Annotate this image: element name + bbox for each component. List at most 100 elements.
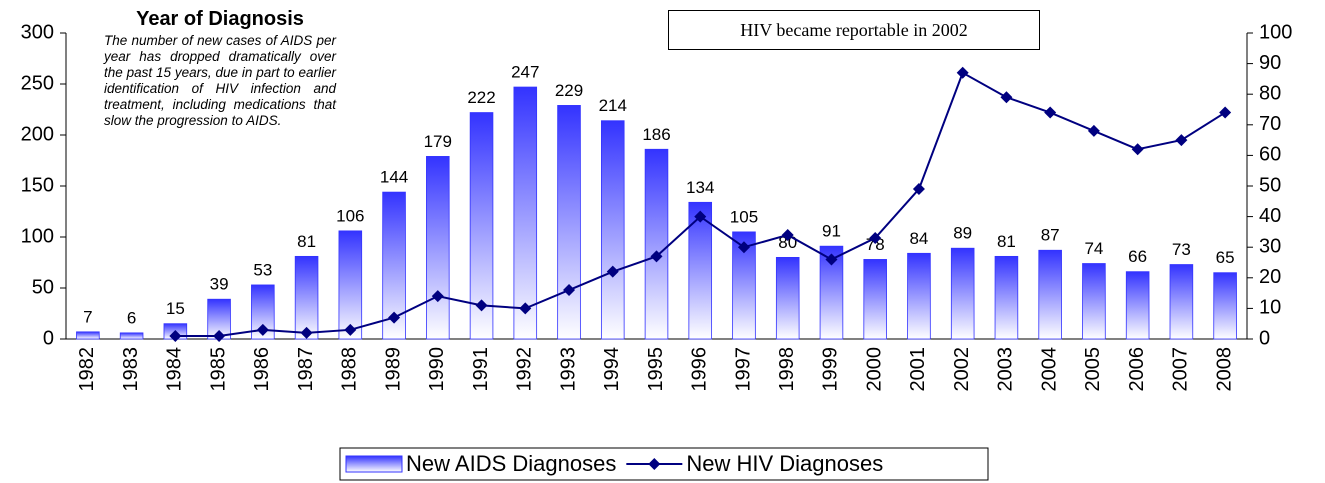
- marker: [388, 311, 401, 324]
- y2-tick-label: 50: [1259, 174, 1281, 196]
- x-tick-label: 1992: [514, 347, 536, 392]
- data-label: 87: [1041, 226, 1060, 245]
- data-label: 89: [953, 224, 972, 243]
- data-label: 81: [997, 232, 1016, 251]
- bar: [513, 86, 538, 340]
- marker: [956, 66, 969, 79]
- bar: [119, 332, 144, 340]
- data-label: 144: [380, 168, 408, 187]
- marker: [1087, 124, 1100, 137]
- y2-tick-label: 90: [1259, 52, 1281, 74]
- data-label: 229: [555, 81, 583, 100]
- bar: [950, 247, 975, 340]
- bar: [994, 255, 1019, 340]
- marker: [781, 228, 794, 241]
- y-tick-label: 100: [21, 225, 54, 247]
- data-label: 15: [166, 299, 185, 318]
- y2-tick-label: 30: [1259, 235, 1281, 257]
- data-label: 179: [424, 132, 452, 151]
- data-label: 84: [909, 229, 928, 248]
- data-label: 105: [730, 207, 758, 226]
- bar: [644, 148, 669, 340]
- y-tick-label: 150: [21, 174, 54, 196]
- marker: [1044, 106, 1057, 119]
- data-label: 134: [686, 178, 714, 197]
- y-tick-label: 50: [32, 276, 54, 298]
- x-tick-label: 1986: [251, 347, 273, 392]
- bar: [557, 105, 581, 340]
- x-tick-label: 2006: [1126, 347, 1148, 392]
- marker: [256, 323, 269, 336]
- bar: [251, 284, 275, 340]
- x-tick-label: 2002: [951, 347, 973, 392]
- x-tick-label: 2005: [1082, 347, 1104, 392]
- marker: [344, 323, 357, 336]
- data-label: 247: [511, 63, 539, 82]
- chart-subtitle: The number of new cases of AIDS per year…: [104, 33, 336, 128]
- y2-tick-label: 10: [1259, 297, 1281, 319]
- x-tick-label: 1993: [557, 347, 579, 392]
- data-label: 39: [210, 275, 229, 294]
- bar: [382, 191, 406, 340]
- bar: [338, 230, 363, 340]
- data-label: 53: [253, 260, 272, 279]
- x-tick-label: 1984: [164, 347, 186, 392]
- x-tick-label: 1996: [689, 347, 711, 392]
- marker: [694, 210, 707, 223]
- marker: [300, 326, 313, 339]
- bar: [863, 259, 887, 340]
- x-tick-label: 2007: [1170, 347, 1192, 392]
- x-tick-label: 1988: [339, 347, 361, 392]
- x-tick-label: 2004: [1038, 347, 1060, 392]
- bar: [76, 331, 100, 340]
- x-tick-label: 1994: [601, 347, 623, 392]
- legend-swatch: [648, 458, 661, 470]
- bar: [600, 120, 625, 340]
- bar: [1082, 263, 1106, 340]
- data-label: 91: [822, 222, 841, 241]
- x-tick-label: 1997: [732, 347, 754, 392]
- bar: [688, 201, 713, 340]
- x-tick-label: 2000: [863, 347, 885, 392]
- marker: [1175, 134, 1188, 147]
- bar: [1038, 249, 1062, 340]
- y2-tick-label: 70: [1259, 113, 1281, 135]
- marker: [519, 302, 532, 315]
- marker: [475, 299, 488, 312]
- marker: [606, 265, 619, 278]
- data-label: 214: [599, 96, 627, 115]
- bar: [775, 256, 800, 340]
- data-label: 74: [1084, 239, 1103, 258]
- marker: [650, 250, 663, 263]
- marker: [213, 329, 226, 342]
- bar: [426, 156, 450, 340]
- marker: [912, 183, 925, 196]
- legend-label: New AIDS Diagnoses: [406, 451, 616, 476]
- marker: [169, 329, 182, 342]
- x-tick-label: 2001: [907, 347, 929, 392]
- data-label: 65: [1216, 248, 1235, 267]
- marker: [1219, 106, 1232, 119]
- x-tick-label: 2003: [995, 347, 1017, 392]
- bar: [819, 245, 844, 340]
- x-tick-label: 1987: [295, 347, 317, 392]
- marker: [563, 284, 576, 297]
- x-tick-label: 1989: [382, 347, 404, 392]
- data-label: 106: [336, 206, 364, 225]
- marker: [737, 241, 750, 254]
- bar: [1125, 271, 1150, 340]
- data-label: 186: [642, 125, 670, 144]
- legend-swatch: [345, 455, 403, 473]
- y2-tick-label: 100: [1259, 21, 1292, 43]
- marker: [431, 290, 444, 303]
- data-label: 6: [127, 308, 136, 327]
- bar: [732, 231, 756, 340]
- y-tick-label: 250: [21, 72, 54, 94]
- bar: [907, 252, 931, 340]
- data-label: 7: [83, 307, 92, 326]
- bar: [294, 255, 319, 340]
- y2-tick-label: 40: [1259, 205, 1281, 227]
- bar: [1169, 264, 1194, 340]
